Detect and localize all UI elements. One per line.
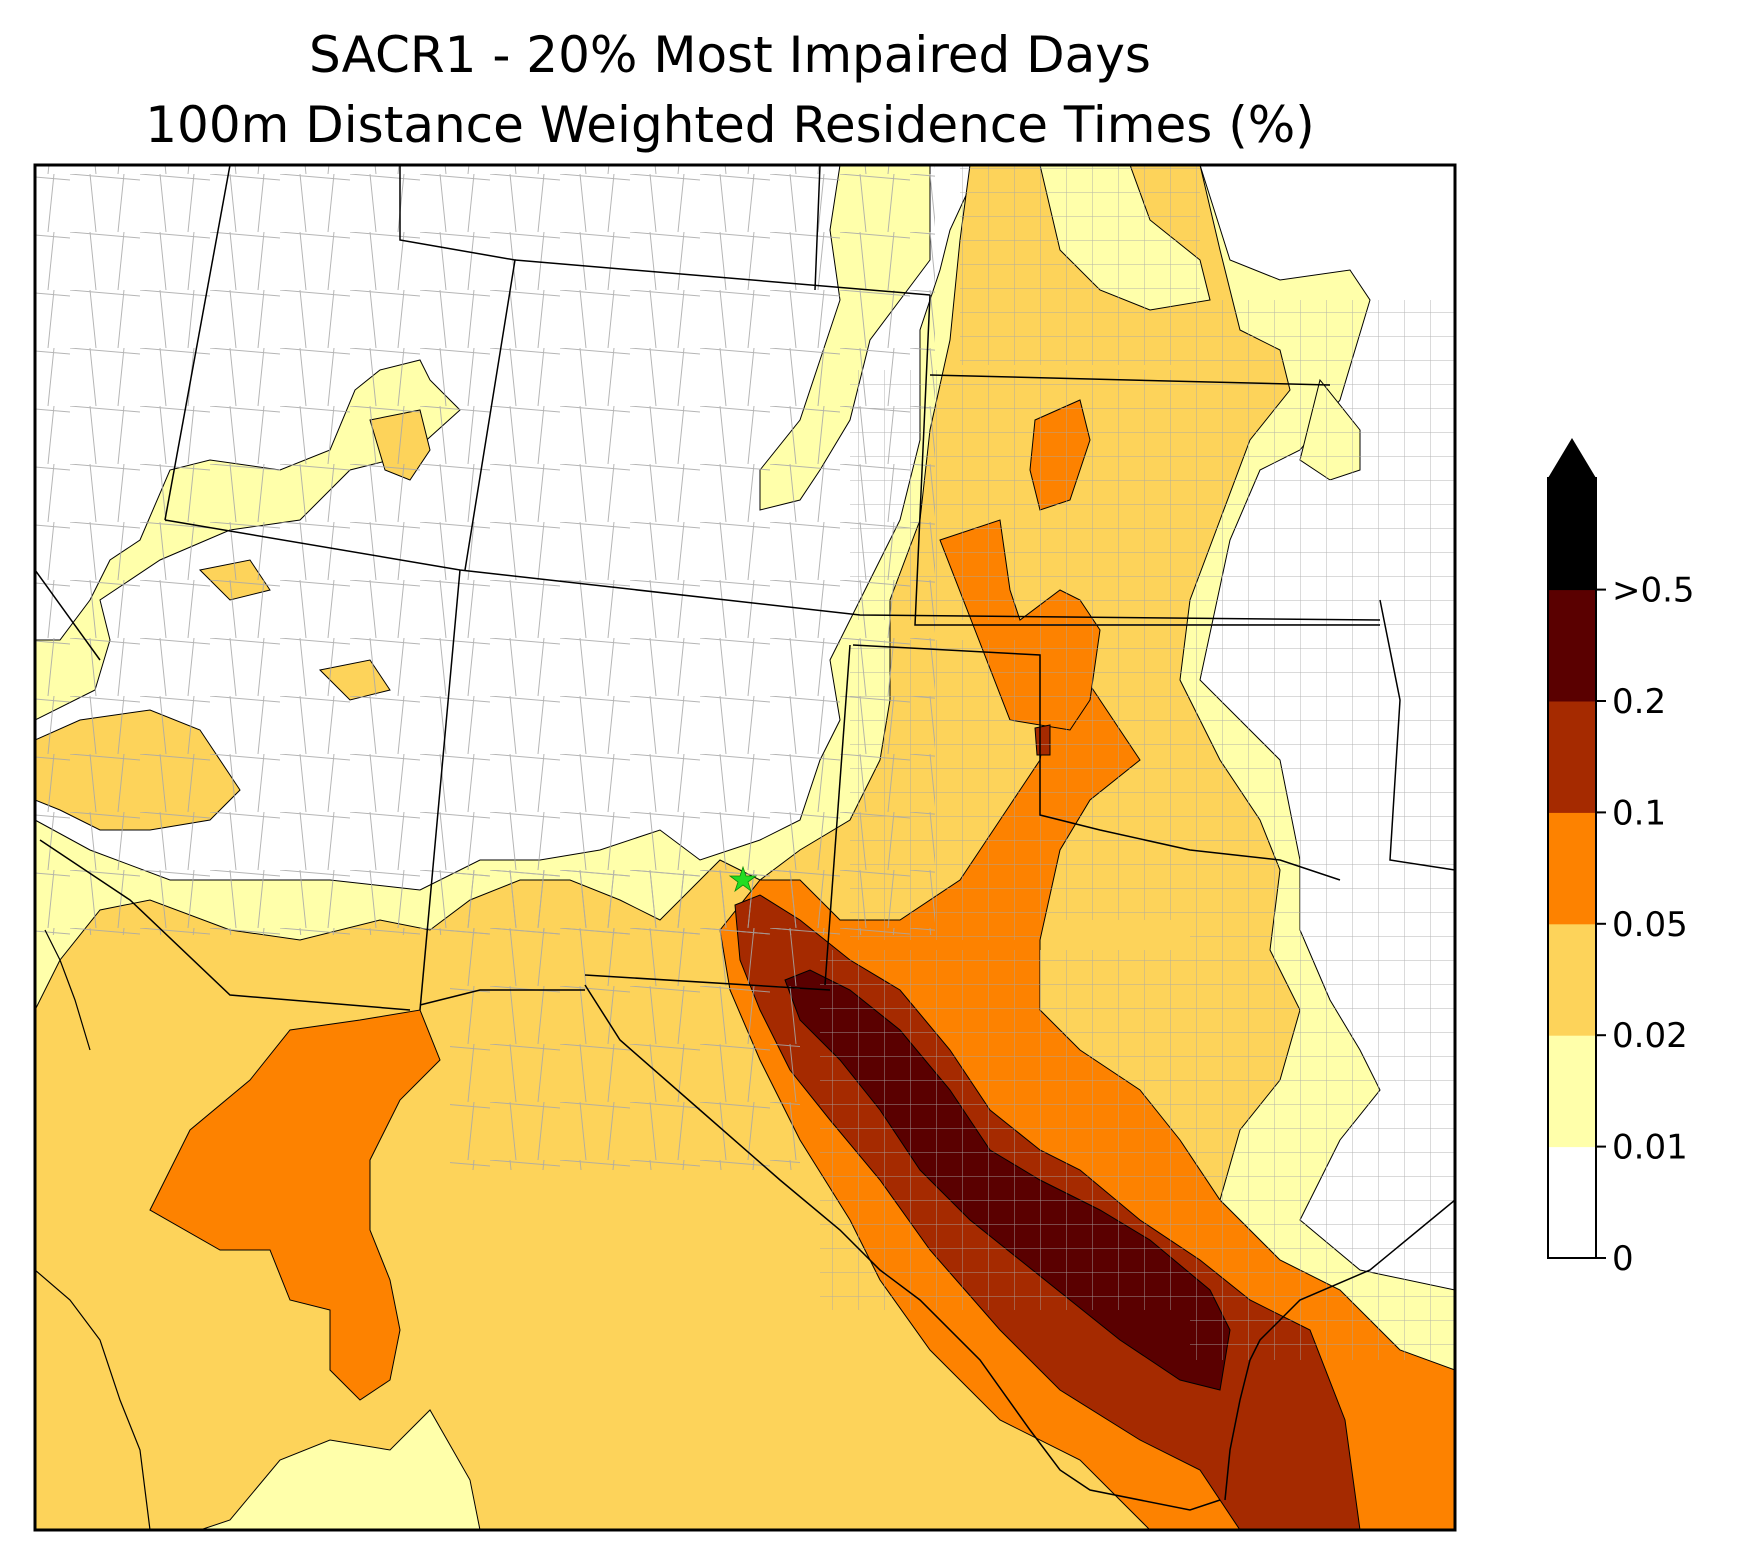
map-frame [33,163,1457,1532]
colorbar-swatch [1548,478,1596,591]
colorbar-swatch [1548,1146,1596,1259]
colorbar-swatches [1548,478,1596,1259]
state-borders [35,165,1455,1511]
coastline [35,929,151,1530]
colorbar-ticks: 0 0.01 0.02 0.05 0.1 0.2 >0.5 [1596,571,1695,1279]
map-title-line-2: 100m Distance Weighted Residence Times (… [145,96,1315,154]
colorbar-tick-label: 0 [1612,1239,1634,1279]
colorbar-tick-label: 0.2 [1612,682,1666,722]
colorbar-extend-arrow [1548,438,1596,478]
colorbar-swatch [1548,589,1596,702]
colorbar-frame [1547,477,1597,1259]
map-title-line-1: SACR1 - 20% Most Impaired Days [309,26,1151,84]
county-borders [35,165,1455,1360]
colorbar-swatch [1548,701,1596,813]
colorbar-tick-label: 0.05 [1612,905,1688,945]
colorbar-tick-label: 0.01 [1612,1128,1688,1168]
colorbar-tick-label: >0.5 [1612,571,1695,611]
colorbar-tick-label: 0.1 [1612,793,1666,833]
colorbar-swatch [1548,923,1596,1036]
colorbar-swatch [1548,1035,1596,1148]
colorbar-tick-label: 0.02 [1612,1016,1688,1056]
site-star-marker [728,865,758,893]
colorbar-swatch [1548,812,1596,925]
